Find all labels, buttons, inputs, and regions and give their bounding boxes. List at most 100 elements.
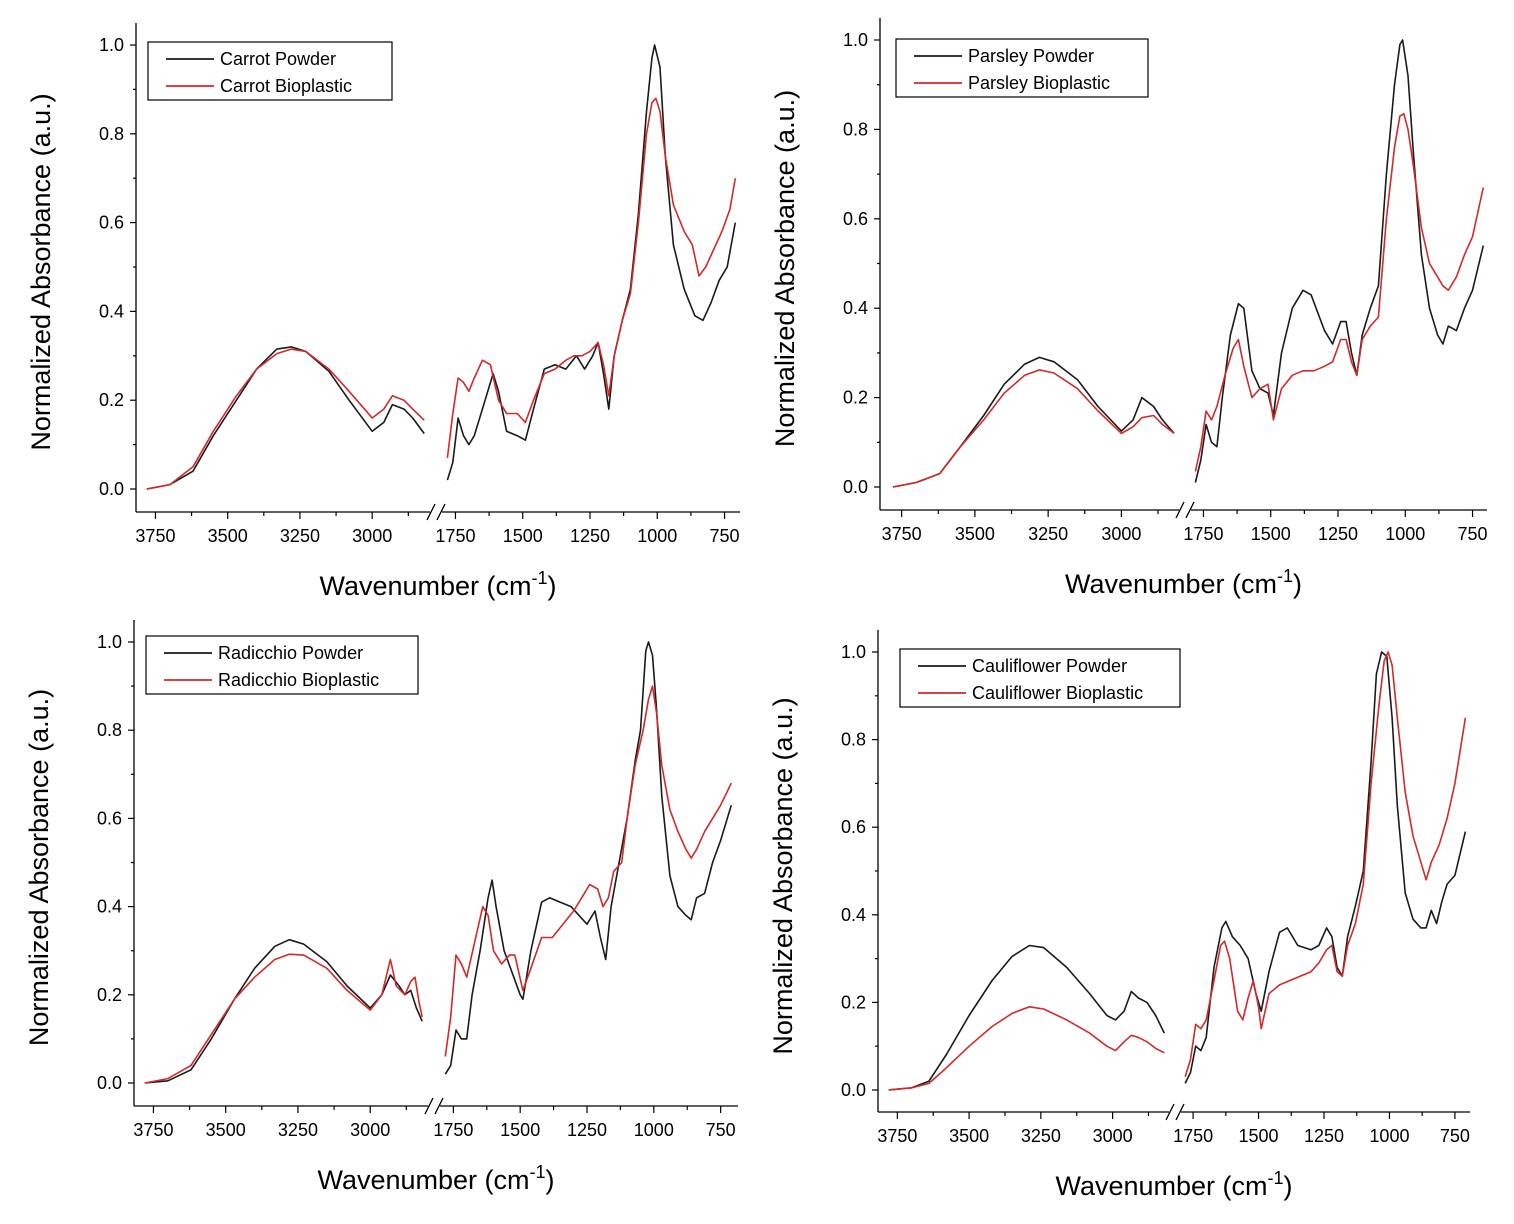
x-tick-label: 3000 <box>1101 524 1141 544</box>
x-tick-label: 1500 <box>503 526 543 546</box>
x-axis-title: Wavenumber (cm-1) <box>1065 566 1302 599</box>
x-tick-label: 1000 <box>634 1120 674 1140</box>
x-tick-label: 1000 <box>1385 524 1425 544</box>
chart-panel-1: 0.0 0.2 0.4 0.6 0.8 1.0 3750 3500 3250 3000 1750 15… <box>26 23 740 601</box>
series-line-powder-seg1 <box>892 356 1175 488</box>
legend-label: Carrot Powder <box>220 49 336 69</box>
y-axis-title: Normalized Absorbance (a.u.) <box>26 93 56 450</box>
y-tick-label: 0.4 <box>99 301 124 321</box>
x-tick-label: 1250 <box>1304 1126 1344 1146</box>
x-tick-label: 3750 <box>882 524 922 544</box>
legend-label: Parsley Powder <box>968 46 1094 66</box>
legend-label: Radicchio Bioplastic <box>218 670 379 690</box>
x-tick-label: 1500 <box>500 1120 540 1140</box>
y-tick-label: 0.2 <box>843 388 868 408</box>
x-tick-label: 3750 <box>133 1120 173 1140</box>
x-tick-label: 3250 <box>278 1120 318 1140</box>
y-tick-label: 0.8 <box>841 730 866 750</box>
legend-label: Parsley Bioplastic <box>968 73 1110 93</box>
axis-break-mark <box>1175 1103 1185 1121</box>
x-tick-label: 1000 <box>637 526 677 546</box>
x-tick-label: 3000 <box>352 526 392 546</box>
x-tick-label: 3500 <box>949 1126 989 1146</box>
y-tick-label: 0.6 <box>843 209 868 229</box>
y-tick-label: 0.8 <box>99 124 124 144</box>
x-tick-label: 1250 <box>1318 524 1358 544</box>
y-tick-label: 0.6 <box>99 213 124 233</box>
y-tick-label: 0.2 <box>99 390 124 410</box>
legend-box <box>899 648 1181 708</box>
legend-box <box>147 41 393 101</box>
chart-panel-4: 0.0 0.2 0.4 0.6 0.8 1.0 3750 3500 3250 3000 1750 15… <box>768 630 1470 1201</box>
y-tick-label: 1.0 <box>97 632 122 652</box>
y-tick-label: 0.6 <box>841 817 866 837</box>
x-tick-label: 3000 <box>1093 1126 1133 1146</box>
series-line-bioplastic-seg2 <box>446 97 737 458</box>
y-tick-label: 1.0 <box>841 642 866 662</box>
series-line-powder-seg2 <box>444 641 733 1075</box>
legend-box <box>895 38 1149 98</box>
series-line-powder-seg2 <box>1194 39 1485 483</box>
y-tick-label: 0.2 <box>841 992 866 1012</box>
series-line-powder-seg1 <box>888 944 1166 1091</box>
x-tick-label: 3750 <box>135 526 175 546</box>
series-line-bioplastic-seg1 <box>892 369 1175 488</box>
y-tick-label: 0.0 <box>843 477 868 497</box>
y-tick-label: 0.8 <box>843 119 868 139</box>
axis-break-gap <box>428 1102 440 1110</box>
y-tick-label: 0.4 <box>841 905 866 925</box>
x-tick-label: 3500 <box>206 1120 246 1140</box>
y-tick-label: 0.6 <box>97 808 122 828</box>
y-tick-label: 1.0 <box>99 35 124 55</box>
y-tick-label: 1.0 <box>843 30 868 50</box>
legend-label: Cauliflower Bioplastic <box>972 683 1143 703</box>
axis-break-gap <box>430 508 442 516</box>
x-tick-label: 1750 <box>1183 524 1223 544</box>
y-tick-label: 0.4 <box>97 897 122 917</box>
x-tick-label: 1500 <box>1239 1126 1279 1146</box>
chart-panel-2: 0.0 0.2 0.4 0.6 0.8 1.0 3750 3500 3250 3000 1750 15… <box>770 18 1488 599</box>
x-tick-label: 1250 <box>570 526 610 546</box>
y-tick-label: 0.0 <box>97 1073 122 1093</box>
x-tick-label: 3750 <box>877 1126 917 1146</box>
y-tick-label: 0.0 <box>99 479 124 499</box>
axis-break-mark <box>436 503 446 521</box>
x-tick-label: 3250 <box>1028 524 1068 544</box>
x-tick-label: 750 <box>1458 524 1488 544</box>
series-line-bioplastic-seg1 <box>144 953 423 1084</box>
y-axis-title: Normalized Absorbance (a.u.) <box>24 689 54 1046</box>
series-line-bioplastic-seg2 <box>1194 113 1485 472</box>
series-line-powder-seg2 <box>446 44 737 481</box>
x-axis-title: Wavenumber (cm-1) <box>319 568 556 601</box>
axis-break-mark <box>1185 501 1195 519</box>
x-tick-label: 3500 <box>208 526 248 546</box>
axis-break-mark <box>434 1097 444 1115</box>
x-tick-label: 3000 <box>350 1120 390 1140</box>
axis-break-mark <box>1175 501 1185 519</box>
legend-label: Cauliflower Powder <box>972 656 1127 676</box>
y-axis-title: Normalized Absorbance (a.u.) <box>770 90 800 447</box>
series-line-powder-seg1 <box>146 346 425 490</box>
x-tick-label: 1750 <box>435 526 475 546</box>
x-tick-label: 750 <box>710 526 740 546</box>
chart-panel-3: 0.0 0.2 0.4 0.6 0.8 1.0 3750 3500 3250 3000 1750 15… <box>24 620 738 1195</box>
x-tick-label: 1500 <box>1251 524 1291 544</box>
legend-label: Carrot Bioplastic <box>220 76 352 96</box>
axis-break-mark <box>424 1097 434 1115</box>
series-line-powder-seg1 <box>144 938 423 1084</box>
x-tick-label: 3250 <box>280 526 320 546</box>
axis-break-gap <box>1169 1108 1181 1116</box>
x-tick-label: 1250 <box>567 1120 607 1140</box>
y-tick-label: 0.8 <box>97 720 122 740</box>
y-tick-label: 0.2 <box>97 985 122 1005</box>
axis-break-mark <box>1165 1103 1175 1121</box>
series-line-bioplastic-seg1 <box>146 348 425 490</box>
y-tick-label: 0.4 <box>843 298 868 318</box>
series-line-bioplastic-seg1 <box>888 1005 1165 1091</box>
x-tick-label: 3500 <box>955 524 995 544</box>
x-tick-label: 750 <box>706 1120 736 1140</box>
axis-break-gap <box>1179 506 1191 514</box>
axis-break-mark <box>426 503 436 521</box>
x-axis-title: Wavenumber (cm-1) <box>317 1162 554 1195</box>
